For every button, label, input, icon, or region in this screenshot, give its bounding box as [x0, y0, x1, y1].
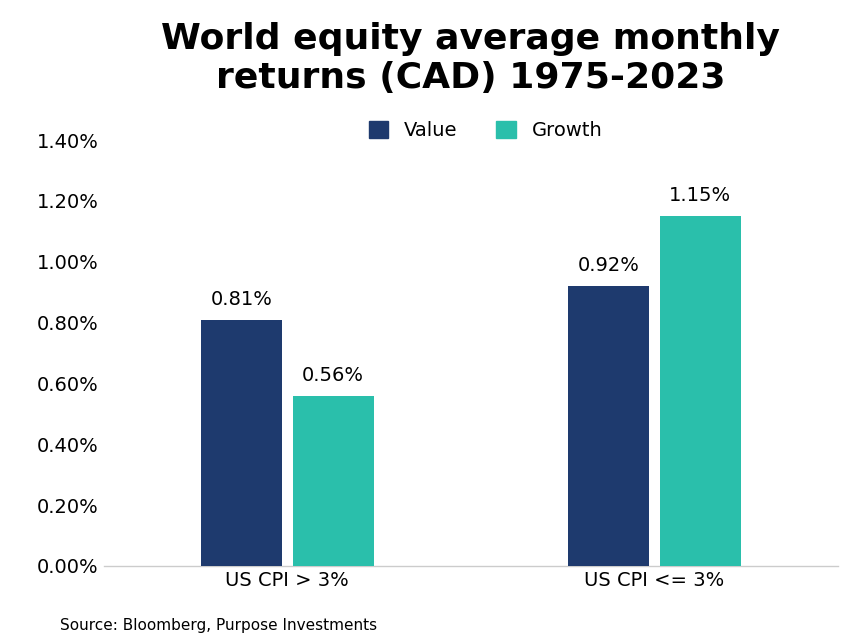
Text: 0.56%: 0.56%: [302, 366, 365, 385]
Legend: Value, Growth: Value, Growth: [369, 121, 602, 140]
Bar: [660, 216, 740, 566]
Bar: [293, 395, 373, 566]
Text: 0.92%: 0.92%: [578, 257, 639, 275]
Bar: [569, 286, 649, 566]
Text: Source: Bloomberg, Purpose Investments: Source: Bloomberg, Purpose Investments: [60, 619, 378, 633]
Bar: [201, 320, 282, 566]
Text: 1.15%: 1.15%: [670, 186, 732, 206]
Text: 0.81%: 0.81%: [211, 290, 272, 309]
Title: World equity average monthly
returns (CAD) 1975-2023: World equity average monthly returns (CA…: [162, 22, 780, 95]
